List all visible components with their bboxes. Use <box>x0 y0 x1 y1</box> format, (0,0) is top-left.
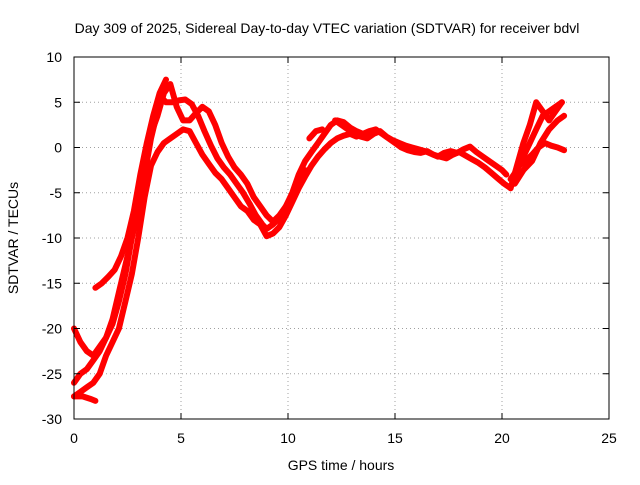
x-tick-label: 10 <box>280 430 296 446</box>
series-arc-7 <box>332 117 510 178</box>
x-tick-label: 25 <box>601 430 617 446</box>
y-tick-label: 0 <box>54 140 62 156</box>
chart-title: Day 309 of 2025, Sidereal Day-to-day VTE… <box>75 20 580 36</box>
y-axis-label: SDTVAR / TECUs <box>5 182 21 294</box>
series-arc-6 <box>306 126 326 142</box>
x-tick-label: 15 <box>387 430 403 446</box>
tick-layer: 0 5 10 15 20 25 -30 -25 -20 -15 -10 -5 0 5 10 <box>42 49 617 446</box>
series-arc-9 <box>507 99 565 192</box>
x-tick-label: 5 <box>177 430 185 446</box>
y-tick-label: -15 <box>42 275 62 291</box>
series-arc-2 <box>71 81 309 386</box>
series-arc-4 <box>92 76 169 291</box>
y-tick-label: -25 <box>42 366 62 382</box>
y-tick-label: -10 <box>42 230 62 246</box>
series-layer <box>71 76 568 404</box>
x-tick-label: 20 <box>494 430 510 446</box>
x-tick-label: 0 <box>70 430 78 446</box>
y-tick-label: -20 <box>42 321 62 337</box>
y-tick-label: -5 <box>50 185 63 201</box>
y-tick-label: -30 <box>42 411 62 427</box>
y-tick-label: 10 <box>46 49 62 65</box>
x-axis-label: GPS time / hours <box>288 457 395 473</box>
y-tick-label: 5 <box>54 94 62 110</box>
series-arc-5 <box>71 393 99 404</box>
series-arc-11 <box>511 112 568 187</box>
